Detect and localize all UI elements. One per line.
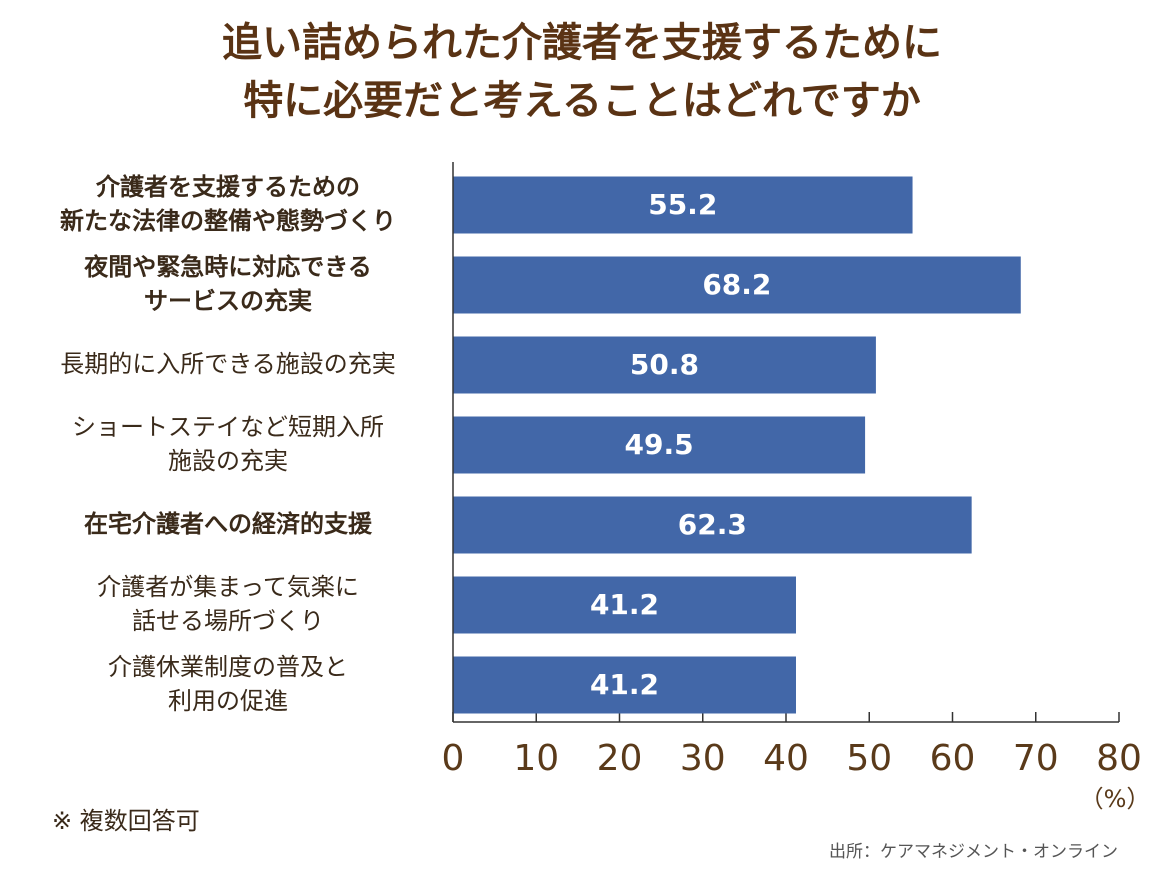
x-tick-label: 50 <box>846 738 892 779</box>
bar <box>453 416 866 474</box>
value-label: 62.3 <box>678 508 747 541</box>
y-tick-label: 介護者が集まって気楽に <box>97 573 359 601</box>
x-tick-label: 10 <box>513 738 559 779</box>
y-tick-label: 介護休業制度の普及と <box>108 653 348 681</box>
x-tick-label: 80 <box>1096 738 1142 779</box>
chart-title: 特に必要だと考えることはどれですか <box>243 78 921 124</box>
y-tick-label: 夜間や緊急時に対応できる <box>83 253 372 281</box>
y-tick-label: 利用の促進 <box>168 687 288 715</box>
value-label: 55.2 <box>648 188 717 221</box>
value-label: 68.2 <box>702 268 771 301</box>
x-tick-label: 30 <box>680 738 726 779</box>
y-tick-label: 新たな法律の整備や態勢づくり <box>60 207 396 235</box>
bar <box>453 256 1021 314</box>
source: 出所：ケアマネジメント・オンライン <box>829 842 1118 862</box>
y-tick-label: 長期的に入所できる施設の充実 <box>60 350 396 378</box>
y-tick-label: 話せる場所づくり <box>132 607 324 635</box>
x-tick-label: 20 <box>597 738 643 779</box>
y-tick-label: サービスの充実 <box>144 287 312 315</box>
y-tick-label: ショートステイなど短期入所 <box>72 413 384 441</box>
value-label: 41.2 <box>590 668 659 701</box>
y-tick-label: 介護者を支援するための <box>95 173 360 201</box>
x-tick-label: 40 <box>763 738 809 779</box>
unit-label: （%） <box>1080 785 1151 813</box>
bar <box>453 496 972 554</box>
chart-title: 追い詰められた介護者を支援するために <box>222 20 942 66</box>
value-label: 41.2 <box>590 588 659 621</box>
bar <box>453 576 796 634</box>
y-tick-label: 施設の充実 <box>168 447 288 475</box>
x-tick-label: 60 <box>930 738 976 779</box>
x-tick-label: 0 <box>442 738 465 779</box>
x-tick-label: 70 <box>1013 738 1059 779</box>
bar <box>453 176 913 234</box>
bar <box>453 656 796 714</box>
y-tick-label: 在宅介護者への経済的支援 <box>84 510 373 538</box>
bar <box>453 336 876 394</box>
note: ※ 複数回答可 <box>52 807 200 835</box>
value-label: 50.8 <box>630 348 699 381</box>
value-label: 49.5 <box>624 428 693 461</box>
